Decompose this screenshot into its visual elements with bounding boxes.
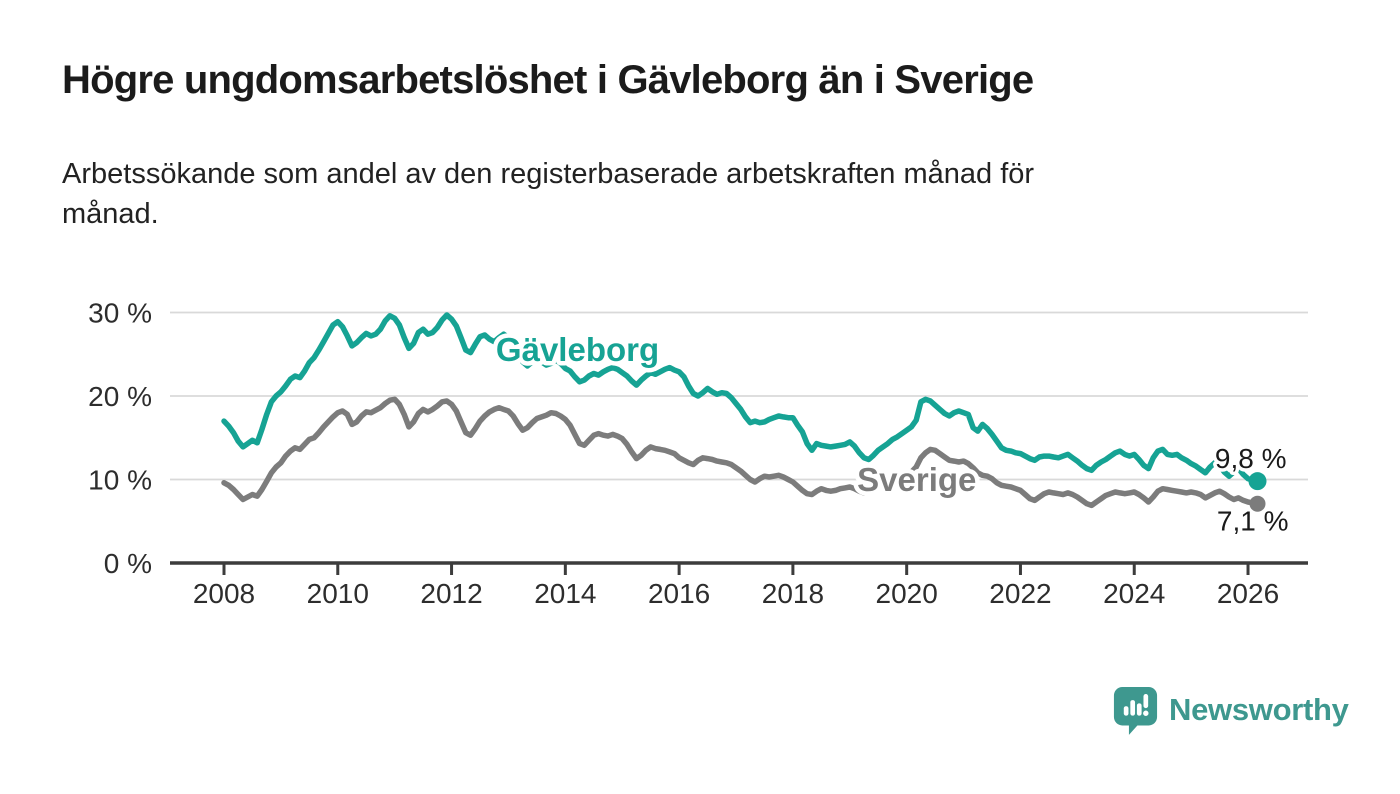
y-tick-label: 0 % xyxy=(104,548,152,579)
x-tick-label: 2014 xyxy=(534,578,596,609)
x-tick-label: 2018 xyxy=(762,578,824,609)
y-tick-label: 20 % xyxy=(88,381,152,412)
page-title: Högre ungdomsarbetslöshet i Gävleborg än… xyxy=(62,58,1034,102)
bar-2 xyxy=(1130,700,1136,716)
series-end-dot-sverige xyxy=(1249,495,1266,512)
series-label-gavleborg: Gävleborg xyxy=(496,331,659,368)
series-line-sverige xyxy=(221,396,1261,509)
bar-3 xyxy=(1136,703,1142,716)
series-line-gavleborg xyxy=(221,312,1261,484)
newsworthy-branding: Newsworthy xyxy=(1113,684,1349,735)
x-tick-label: 2026 xyxy=(1217,578,1279,609)
chart-subtitle: Arbetssökande som andel av den registerb… xyxy=(62,158,1035,230)
newsworthy-logo-icon xyxy=(1113,687,1158,735)
y-tick-label: 10 % xyxy=(88,465,152,496)
bar-1 xyxy=(1123,706,1129,716)
x-tick-label: 2010 xyxy=(307,578,369,609)
end-value-label-sverige: 7,1 % xyxy=(1217,506,1289,537)
series-end-dot-gavleborg xyxy=(1248,472,1267,491)
x-tick-label: 2008 xyxy=(193,578,255,609)
x-tick-label: 2024 xyxy=(1103,578,1165,609)
series-label-sverige: Sverige xyxy=(857,461,976,498)
exclamation-dot xyxy=(1143,710,1149,716)
exclamation-bar xyxy=(1143,694,1149,709)
newsworthy-logo-text: Newsworthy xyxy=(1169,691,1349,727)
x-tick-label: 2020 xyxy=(876,578,938,609)
speech-bubble-shape xyxy=(1113,687,1158,735)
end-value-label-gavleborg: 9,8 % xyxy=(1215,443,1287,474)
y-tick-label: 30 % xyxy=(88,298,152,329)
x-tick-label: 2022 xyxy=(989,578,1051,609)
x-tick-label: 2016 xyxy=(648,578,710,609)
x-tick-label: 2012 xyxy=(420,578,482,609)
